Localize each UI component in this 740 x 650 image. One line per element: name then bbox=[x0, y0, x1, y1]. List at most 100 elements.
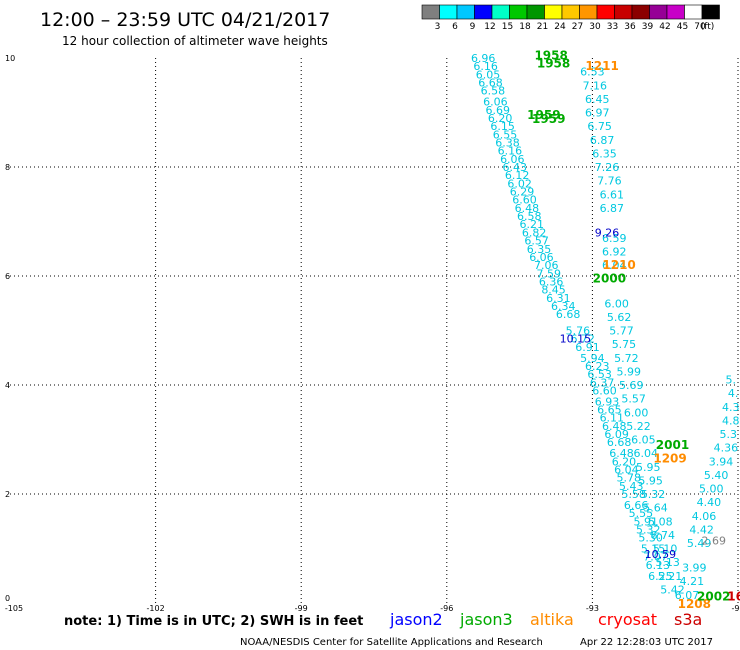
swh-value-jason3: 6.09 bbox=[604, 428, 629, 441]
swh-value-jason3: 6.16 bbox=[498, 145, 523, 158]
swh-value-altika: 6.00 bbox=[624, 406, 649, 419]
swh-value-altika: 6.53 bbox=[580, 66, 605, 79]
swh-value-jason3: 6.68 bbox=[478, 77, 503, 90]
swh-value-jason3: 6.20 bbox=[612, 455, 637, 468]
y-tick-label: 10 bbox=[5, 54, 15, 63]
swh-value-altika: 6.04 bbox=[602, 259, 627, 272]
colorbar-label: 21 bbox=[537, 22, 548, 32]
swh-value-jason3: 6.48 bbox=[602, 420, 627, 433]
plot-area: -105-102-99-96-93-900246810 6.966.166.05… bbox=[5, 48, 740, 613]
swh-value-altika: 5.10 bbox=[653, 543, 678, 556]
grid-lines bbox=[10, 58, 739, 603]
swh-value-altika: 6.87 bbox=[590, 134, 615, 147]
colorbar-cell bbox=[544, 4, 563, 20]
swh-value-altika: 5.75 bbox=[612, 338, 637, 351]
swh-value-altika: 5.57 bbox=[621, 393, 646, 406]
swh-value-jason3: 6.72 bbox=[570, 333, 595, 346]
y-tick-label: 6 bbox=[5, 272, 10, 281]
swh-value-jason3: 6.34 bbox=[551, 300, 576, 313]
swh-value-altika: 5.77 bbox=[609, 325, 634, 338]
footer-timestamp: Apr 22 12:28:03 UTC 2017 bbox=[580, 637, 713, 648]
swh-value-jason3: 6.57 bbox=[524, 235, 549, 248]
pass-time-label: 2002 bbox=[697, 589, 730, 603]
swh-value-jason3: 6.96 bbox=[471, 52, 496, 65]
x-tick-label: -96 bbox=[440, 604, 453, 613]
swh-value-jason3: 6.53 bbox=[587, 368, 612, 381]
pass-time-label: 1211 bbox=[585, 59, 618, 73]
swh-value-jason3: 6.58 bbox=[517, 210, 542, 223]
satellite-legend: jason2 jason3 altika cryosat s3a bbox=[389, 610, 702, 629]
swh-value-altika: 6.59 bbox=[602, 232, 627, 245]
colorbar-label: 33 bbox=[607, 22, 618, 32]
pass-time-label: 1209 bbox=[653, 452, 686, 466]
swh-value-saral-east: 4.42 bbox=[689, 523, 714, 536]
swh-value-jason3: 6.06 bbox=[483, 96, 508, 109]
data-marks: 6.966.166.056.686.586.066.696.206.156.55… bbox=[471, 48, 740, 611]
swh-value-jason3: 5.30 bbox=[638, 532, 663, 545]
swh-value-altika: 6.92 bbox=[602, 245, 627, 258]
swh-value-altika: 5.95 bbox=[636, 461, 661, 474]
swh-value-jason3: 6.82 bbox=[522, 226, 547, 239]
swh-value-altika: 6.97 bbox=[585, 107, 610, 120]
swh-value-jason3: 6.48 bbox=[609, 447, 634, 460]
swh-value-altika: 5.13 bbox=[655, 556, 680, 569]
colorbar-cell bbox=[474, 4, 493, 20]
swh-value-saral-east: 4.40 bbox=[697, 496, 722, 509]
pass-time-label: 2000 bbox=[593, 272, 626, 286]
swh-value-jason3: 6.16 bbox=[473, 60, 498, 73]
colorbar-label: 30 bbox=[589, 22, 601, 32]
swh-value-jason3: 7.59 bbox=[536, 267, 561, 280]
swh-value-jason3: 5.15 bbox=[641, 543, 666, 556]
pass-time-label: 1210 bbox=[602, 258, 635, 272]
swh-value-jason3: 7.07 bbox=[643, 551, 668, 564]
swh-value-altika: 5.22 bbox=[626, 420, 651, 433]
colorbar-label: 24 bbox=[554, 22, 566, 32]
swh-value-altika: 5.08 bbox=[648, 515, 673, 528]
swh-value-jason3: 6.93 bbox=[595, 395, 620, 408]
satellite-legend-altika: altika bbox=[530, 610, 574, 629]
swh-value-altika: 5.42 bbox=[660, 583, 685, 596]
colorbar-label: 36 bbox=[624, 22, 636, 32]
y-tick-label: 0 bbox=[5, 594, 10, 603]
swh-value-jason3: 6.55 bbox=[493, 128, 518, 141]
swh-value-jason3: 6.36 bbox=[539, 275, 564, 288]
swh-value-jason3: 6.35 bbox=[527, 243, 552, 256]
colorbar-label: (ft) bbox=[701, 22, 715, 32]
swh-value-jason2: 9.26 bbox=[595, 226, 620, 239]
swh-value-saral-east: 6.07 bbox=[675, 589, 700, 602]
swh-value-jason3: 6.60 bbox=[592, 384, 617, 397]
x-tick-label: -90 bbox=[731, 604, 740, 613]
colorbar-label: 3 bbox=[435, 22, 441, 32]
swh-value-jason3: 6.13 bbox=[646, 559, 671, 572]
swh-value-jason3: 5.94 bbox=[580, 352, 605, 365]
swh-value-altika: 5.64 bbox=[643, 502, 668, 515]
swh-value-jason3: 5.78 bbox=[617, 472, 642, 485]
swh-value-jason3: 5.76 bbox=[566, 325, 591, 338]
swh-value-jason3: 6.68 bbox=[607, 436, 632, 449]
colorbar-label: 42 bbox=[659, 22, 670, 32]
colorbar-cell bbox=[666, 4, 685, 20]
swh-value-saral-east: 4.06 bbox=[692, 510, 717, 523]
swh-value-jason3: 6.20 bbox=[488, 112, 513, 125]
x-tick-label: -99 bbox=[295, 604, 308, 613]
satellite-legend-cryosat: cryosat bbox=[598, 610, 657, 629]
colorbar-cell bbox=[684, 4, 703, 20]
swh-value-altika: 6.04 bbox=[634, 447, 659, 460]
swh-value-altika: 5.32 bbox=[641, 488, 666, 501]
swh-value-altika: 5.69 bbox=[619, 379, 644, 392]
pass-time-label: 1958 bbox=[537, 56, 570, 70]
colorbar-cell bbox=[456, 4, 475, 20]
swh-value-saral-east: 3.99 bbox=[682, 562, 707, 575]
x-tick-label: -93 bbox=[586, 604, 599, 613]
swh-value-saral-east: 4. bbox=[728, 387, 739, 400]
swh-value-jason3: 6.69 bbox=[486, 104, 511, 117]
swh-value-jason3: 6.38 bbox=[495, 136, 520, 149]
swh-value-jason3: 7.06 bbox=[534, 259, 559, 272]
swh-value-altika: 5.72 bbox=[614, 352, 639, 365]
swh-value-jason3: 6.21 bbox=[519, 218, 544, 231]
swh-value-altika: 6.74 bbox=[651, 529, 676, 542]
swh-value-saral-east: 5.49 bbox=[687, 537, 712, 550]
swh-value-jason3: 6.25 bbox=[648, 570, 673, 583]
swh-value-jason3: 6.68 bbox=[556, 308, 581, 321]
